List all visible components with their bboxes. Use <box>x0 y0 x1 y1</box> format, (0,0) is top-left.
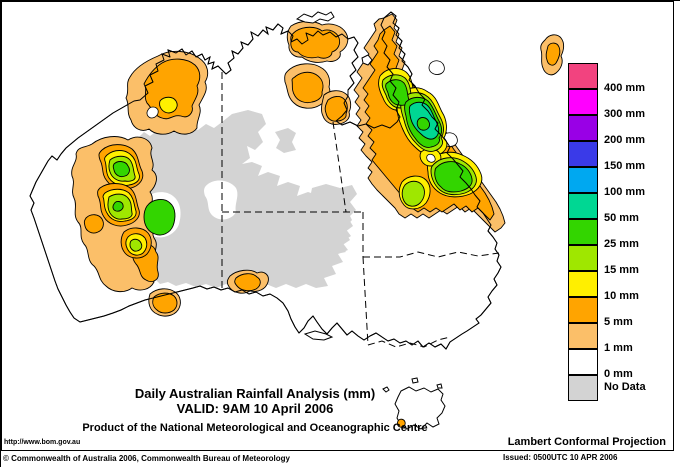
legend-swatch-nodata <box>568 375 598 401</box>
tasmania <box>394 386 446 430</box>
legend-label: 5 mm <box>604 316 633 328</box>
state-borders <box>221 72 500 348</box>
legend-swatch-25mm <box>568 219 598 245</box>
bom-url: http://www.bom.gov.au <box>4 439 81 446</box>
legend-swatch-5mm <box>568 297 598 323</box>
legend-label: 15 mm <box>604 264 639 276</box>
map-title: Daily Australian Rainfall Analysis (mm) <box>134 386 376 401</box>
map-border <box>1 1 674 451</box>
legend-swatch-100mm <box>568 167 598 193</box>
legend-swatch-150mm <box>568 141 598 167</box>
title-block: Daily Australian Rainfall Analysis (mm) … <box>55 386 455 435</box>
legend-swatch-10mm <box>568 271 598 297</box>
legend-label: 150 mm <box>604 160 645 172</box>
legend-label: 400 mm <box>604 82 645 94</box>
legend-label: 1 mm <box>604 342 633 354</box>
valid-time: VALID: 9AM 10 April 2006 <box>176 401 334 416</box>
legend-swatch-200mm <box>568 115 598 141</box>
legend-swatch-1mm <box>568 323 598 349</box>
tiwi-islands <box>295 11 335 24</box>
legend-swatch-50mm <box>568 193 598 219</box>
legend-label: 200 mm <box>604 134 645 146</box>
legend-label: 50 mm <box>604 212 639 224</box>
islands <box>295 11 446 430</box>
legend-swatch-400mm <box>568 63 598 89</box>
tasmania-rain-dot <box>396 418 406 428</box>
legend-label: 10 mm <box>604 290 639 302</box>
legend-swatch-15mm <box>568 245 598 271</box>
issued-time: Issued: 0500UTC 10 APR 2006 <box>503 453 618 462</box>
legend-label: 25 mm <box>604 238 639 250</box>
legend-swatch-300mm <box>568 89 598 115</box>
projection-label: Lambert Conformal Projection <box>507 436 666 448</box>
legend-label: 0 mm <box>604 368 633 380</box>
legend-label: 300 mm <box>604 108 645 120</box>
product-line: Product of the National Meteorological a… <box>82 422 428 434</box>
rainfall-contours <box>71 13 565 317</box>
legend-label: 100 mm <box>604 186 645 198</box>
copyright-line: © Commonwealth of Australia 2006, Common… <box>3 454 290 463</box>
kangaroo-island <box>303 330 334 341</box>
legend-label-nodata: No Data <box>604 381 646 393</box>
groote-eylandt <box>361 54 373 66</box>
legend-swatch-0mm <box>568 349 598 375</box>
